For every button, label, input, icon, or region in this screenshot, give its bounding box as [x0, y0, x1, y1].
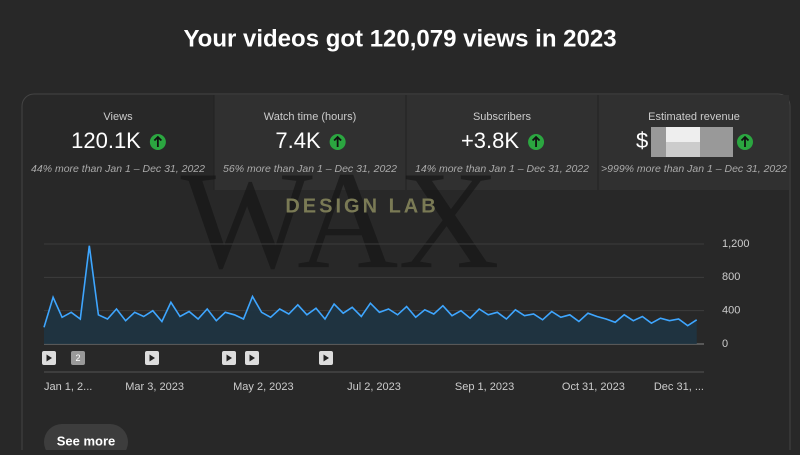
event-play — [46, 354, 52, 362]
title: Your videos got 120,079 views in 2023 — [183, 25, 616, 52]
event-play — [226, 354, 232, 362]
see-more-button[interactable] — [44, 424, 128, 455]
card-value: 120.1K — [71, 128, 141, 153]
card-value: $ — [636, 128, 648, 153]
x-tick-label: Dec 31, ... — [654, 381, 704, 393]
card-value: +3.8K — [461, 128, 519, 153]
x-tick-label: Sep 1, 2023 — [455, 381, 514, 393]
area — [44, 245, 697, 344]
up-arrow — [333, 135, 342, 147]
y-tick-label: 1,200 — [722, 238, 750, 250]
card-note: 14% more than Jan 1 – Dec 31, 2022 — [415, 163, 589, 175]
card-value: 7.4K — [275, 128, 321, 153]
event-play — [149, 354, 155, 362]
line — [43, 245, 698, 328]
event-play — [249, 354, 255, 362]
card-label: Subscribers — [473, 111, 532, 123]
card-label: Views — [103, 111, 133, 123]
card-note: 56% more than Jan 1 – Dec 31, 2022 — [223, 163, 397, 175]
card-note: >999% more than Jan 1 – Dec 31, 2022 — [601, 163, 787, 175]
card-label: Watch time (hours) — [264, 111, 357, 123]
blur — [666, 142, 700, 157]
blur — [666, 127, 700, 142]
card-note: 44% more than Jan 1 – Dec 31, 2022 — [31, 163, 205, 175]
x-tick-label: Oct 31, 2023 — [562, 381, 625, 393]
watermark-sub: DESIGN LAB — [285, 195, 438, 217]
x-tick-label: Jan 1, 2... — [44, 381, 92, 393]
card-label: Estimated revenue — [648, 111, 740, 123]
x-tick-label: May 2, 2023 — [233, 381, 294, 393]
y-tick-label: 800 — [722, 271, 740, 283]
x-tick-label: Mar 3, 2023 — [125, 381, 184, 393]
up-arrow — [531, 135, 541, 147]
event-marker — [71, 351, 85, 365]
event-badge: 2 — [75, 353, 80, 363]
event-play — [323, 354, 329, 362]
y-tick-label: 400 — [722, 305, 740, 317]
up-arrow — [153, 135, 163, 147]
up-arrow — [740, 135, 750, 147]
watermark: WAX — [181, 143, 500, 298]
see-more-label[interactable]: See more — [57, 433, 116, 448]
y-tick-label: 0 — [722, 338, 728, 350]
x-tick-label: Jul 2, 2023 — [347, 381, 401, 393]
